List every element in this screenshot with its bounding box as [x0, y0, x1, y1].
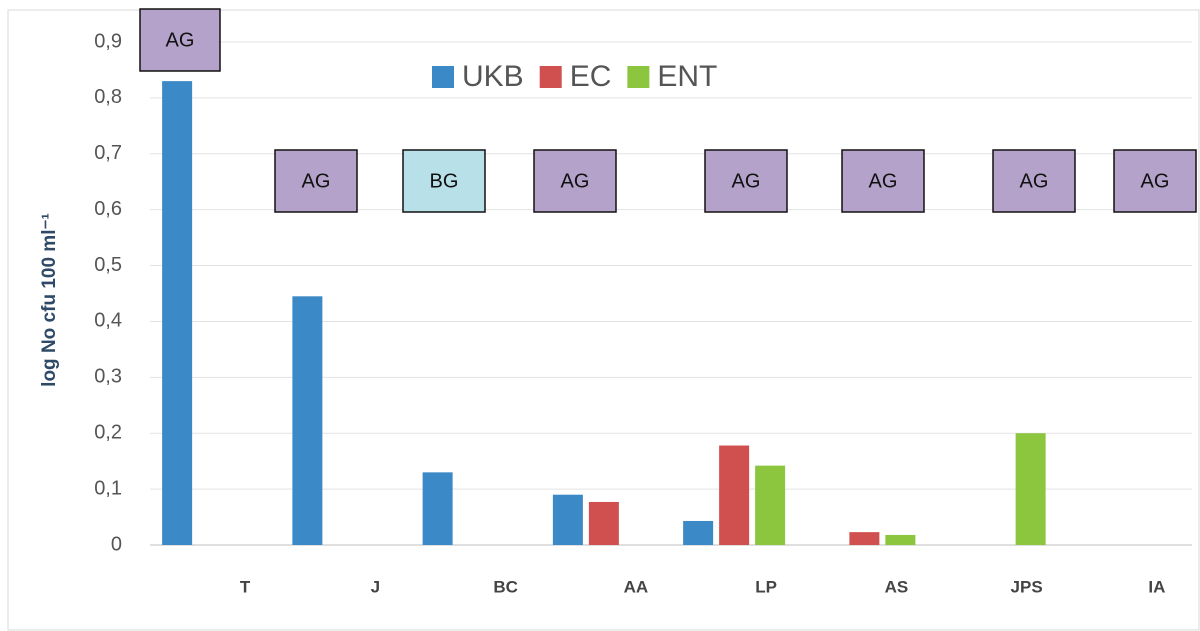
y-tick-label: 0,4	[94, 310, 122, 332]
y-tick-label: 0,6	[94, 198, 122, 220]
x-tick-label: LP	[755, 577, 777, 596]
x-tick-label: JPS	[1011, 577, 1043, 596]
annotation-rect	[992, 149, 1076, 213]
annotation-box: AG	[841, 149, 925, 213]
annotation-label: AG	[166, 29, 195, 51]
annotation-label: AG	[869, 170, 898, 192]
annotation-rect	[533, 149, 617, 213]
x-tick-label: T	[240, 577, 251, 596]
x-tick-label: AS	[885, 577, 909, 596]
bar	[1015, 433, 1046, 545]
bar	[849, 532, 880, 545]
annotation-box: BG	[402, 149, 486, 213]
legend-swatch	[627, 66, 650, 88]
annotation-rect	[1113, 149, 1197, 213]
legend-swatch	[539, 66, 562, 88]
annotation-label: AG	[732, 170, 761, 192]
y-tick-label: 0	[111, 533, 122, 555]
bar	[683, 520, 714, 545]
bar	[719, 445, 750, 545]
annotation-label: BG	[430, 170, 459, 192]
annotation-box: AG	[533, 149, 617, 213]
y-tick-label: 0,9	[94, 30, 122, 52]
annotation-label: AG	[1020, 170, 1049, 192]
annotation-label: AG	[1141, 170, 1170, 192]
annotation-label: AG	[302, 170, 331, 192]
y-tick-label: 0,3	[94, 366, 122, 388]
bar	[885, 534, 916, 545]
annotation-rect	[841, 149, 925, 213]
y-axis-label: log No cfu 100 ml⁻¹	[39, 213, 60, 387]
bar	[755, 465, 786, 545]
y-tick-label: 0,5	[94, 254, 122, 276]
y-tick-label: 0,2	[94, 422, 122, 444]
annotation-rect	[274, 149, 358, 213]
bar	[552, 494, 583, 545]
annotation-label: AG	[561, 170, 590, 192]
annotation-box: AG	[139, 8, 221, 72]
x-tick-label: J	[371, 577, 380, 596]
y-tick-label: 0,1	[94, 477, 122, 499]
annotation-rect	[704, 149, 788, 213]
x-tick-label: IA	[1148, 577, 1165, 596]
x-tick-label: BC	[493, 577, 518, 596]
x-tick-label: AA	[624, 577, 649, 596]
annotation-box: AG	[704, 149, 788, 213]
legend-label: ENT	[657, 60, 717, 93]
bar	[162, 81, 193, 545]
bar	[422, 472, 453, 545]
annotation-rect	[139, 8, 221, 72]
chart-border	[7, 9, 1200, 631]
y-tick-label: 0,8	[94, 86, 122, 108]
legend-label: UKB	[462, 60, 524, 93]
annotation-rect	[402, 149, 486, 213]
y-tick-label: 0,7	[94, 142, 122, 164]
annotation-box: AG	[274, 149, 358, 213]
legend-swatch	[432, 66, 454, 88]
bar	[292, 296, 323, 545]
annotation-box: AG	[992, 149, 1076, 213]
bar	[588, 501, 619, 545]
legend-label: EC	[570, 60, 612, 93]
annotation-box: AG	[1113, 149, 1197, 213]
